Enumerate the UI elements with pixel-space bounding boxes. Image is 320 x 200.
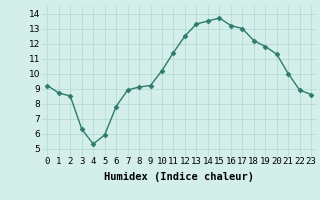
- X-axis label: Humidex (Indice chaleur): Humidex (Indice chaleur): [104, 172, 254, 182]
